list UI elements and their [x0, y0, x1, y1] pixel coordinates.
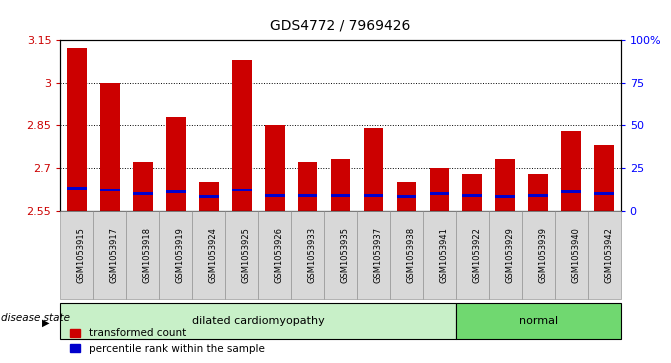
Bar: [133, 162, 153, 211]
Text: GSM1053929: GSM1053929: [505, 227, 515, 283]
Bar: [199, 182, 219, 211]
Text: ▶: ▶: [42, 318, 50, 328]
Bar: [562, 131, 581, 211]
Text: dilated cardiomyopathy: dilated cardiomyopathy: [192, 316, 325, 326]
Bar: [595, 192, 614, 195]
Bar: [67, 187, 87, 190]
Bar: [397, 195, 416, 198]
Bar: [331, 194, 350, 197]
Text: disease state: disease state: [1, 313, 70, 323]
Text: GSM1053922: GSM1053922: [472, 227, 481, 283]
Bar: [231, 60, 252, 211]
Bar: [462, 174, 482, 211]
Legend: transformed count, percentile rank within the sample: transformed count, percentile rank withi…: [66, 324, 268, 358]
Bar: [495, 195, 515, 198]
Bar: [429, 192, 450, 195]
Bar: [495, 159, 515, 211]
Text: GSM1053937: GSM1053937: [374, 227, 382, 283]
Bar: [364, 194, 383, 197]
Bar: [298, 194, 317, 197]
Text: GSM1053919: GSM1053919: [176, 227, 185, 283]
Bar: [100, 189, 119, 192]
Text: GSM1053941: GSM1053941: [440, 227, 448, 283]
Text: GSM1053939: GSM1053939: [538, 227, 548, 283]
Bar: [298, 162, 317, 211]
Bar: [67, 48, 87, 211]
Bar: [595, 145, 614, 211]
Bar: [100, 82, 119, 211]
Bar: [429, 168, 450, 211]
Text: GSM1053915: GSM1053915: [77, 227, 86, 283]
Text: GSM1053917: GSM1053917: [110, 227, 119, 283]
Text: GSM1053935: GSM1053935: [341, 227, 350, 283]
Bar: [331, 159, 350, 211]
Bar: [265, 194, 285, 197]
Bar: [166, 190, 186, 193]
Bar: [462, 194, 482, 197]
Bar: [528, 174, 548, 211]
Text: GSM1053942: GSM1053942: [604, 227, 613, 283]
Bar: [528, 194, 548, 197]
Bar: [166, 117, 186, 211]
Bar: [199, 195, 219, 198]
Text: GDS4772 / 7969426: GDS4772 / 7969426: [270, 19, 411, 33]
Bar: [133, 192, 153, 195]
Bar: [397, 182, 416, 211]
Text: GSM1053924: GSM1053924: [209, 227, 217, 283]
Text: GSM1053938: GSM1053938: [407, 227, 415, 283]
Bar: [364, 128, 383, 211]
Bar: [562, 190, 581, 193]
Text: GSM1053940: GSM1053940: [571, 227, 580, 283]
Text: normal: normal: [519, 316, 558, 326]
Text: GSM1053918: GSM1053918: [143, 227, 152, 283]
Text: GSM1053926: GSM1053926: [274, 227, 284, 283]
Text: GSM1053933: GSM1053933: [307, 227, 317, 283]
Bar: [265, 125, 285, 211]
Bar: [231, 189, 252, 192]
Text: GSM1053925: GSM1053925: [242, 227, 251, 283]
